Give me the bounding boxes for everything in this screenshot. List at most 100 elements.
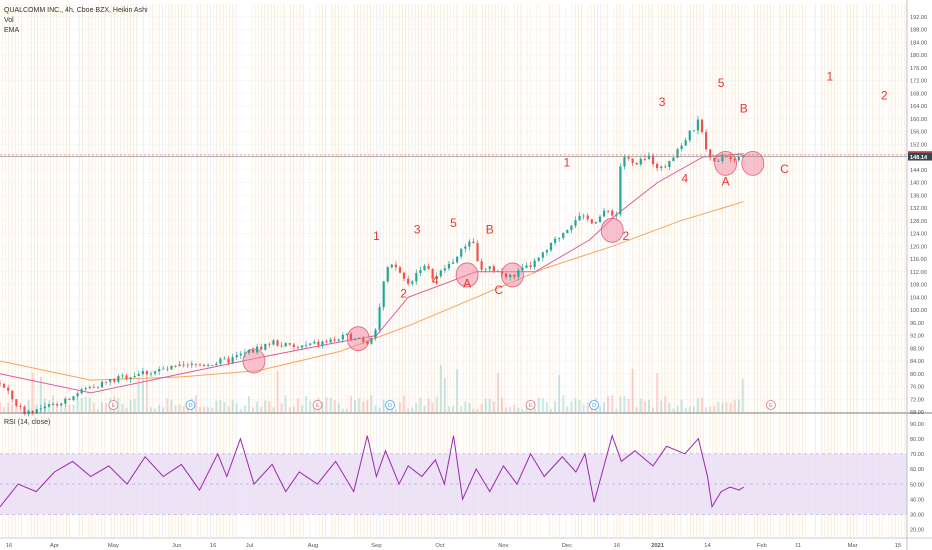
- event-badge-label: E: [112, 403, 116, 409]
- candle-body: [390, 264, 393, 268]
- candle-body: [80, 389, 83, 394]
- candles: [0, 115, 744, 417]
- candle-body: [264, 343, 267, 350]
- candle-body: [615, 214, 618, 216]
- volume-bar: [590, 408, 593, 412]
- candle-body: [529, 265, 532, 268]
- volume-bar: [329, 398, 332, 412]
- symbol-title[interactable]: QUALCOMM INC., 4h, Cboe BZX, Heikin Ashi: [4, 7, 148, 14]
- volume-bar: [247, 396, 250, 412]
- volume-bar: [688, 406, 691, 412]
- volume-bar: [15, 404, 18, 412]
- price-tick-label: 92.00: [910, 334, 924, 340]
- volume-bar: [611, 395, 614, 412]
- price-tick-label: 120.00: [910, 244, 927, 250]
- candle-body: [721, 156, 724, 162]
- candle-body: [427, 265, 430, 270]
- volume-bar: [623, 396, 626, 412]
- candle-body: [451, 262, 455, 264]
- volume-bar: [652, 407, 655, 412]
- candle-body: [11, 390, 14, 400]
- rsi-indicator-label[interactable]: RSI (14, close): [4, 419, 50, 426]
- candle-body: [513, 274, 516, 277]
- volume-bar: [476, 408, 479, 412]
- event-badge: [385, 400, 395, 410]
- volume-bar: [276, 370, 279, 412]
- candle-body: [166, 368, 169, 370]
- volume-bar: [211, 407, 214, 412]
- volume-bar: [341, 408, 344, 412]
- candle-body: [129, 377, 132, 380]
- ema-indicator-label[interactable]: EMA: [4, 27, 20, 34]
- volume-bar: [521, 408, 524, 412]
- event-badge-label: D: [592, 403, 596, 409]
- ema-slow-path: [0, 201, 744, 381]
- wave-label: B: [740, 101, 748, 115]
- candle-body: [517, 270, 520, 277]
- vol-indicator-label[interactable]: Vol: [4, 17, 14, 24]
- candle-body: [672, 157, 675, 162]
- volume-bar: [607, 396, 610, 412]
- volume-bar: [235, 403, 238, 412]
- candle-body: [15, 399, 18, 406]
- volume-bar: [394, 408, 397, 412]
- candle-body: [349, 333, 353, 340]
- volume-bar: [378, 407, 381, 412]
- candle-body: [280, 345, 283, 347]
- candle-body: [500, 271, 504, 274]
- volume-bar: [280, 403, 283, 412]
- candle-body: [43, 406, 46, 409]
- event-badge-label: D: [388, 403, 392, 409]
- volume-bar: [92, 402, 95, 412]
- candle-body: [0, 383, 2, 385]
- volume-bar: [647, 399, 650, 412]
- candle-body: [256, 346, 259, 353]
- price-tick-label: 112.00: [910, 270, 927, 276]
- wave-label: 2: [881, 89, 888, 103]
- candle-body: [394, 264, 398, 268]
- wave-label: B: [486, 223, 494, 237]
- volume-bar: [464, 401, 467, 412]
- volume-bar: [496, 373, 499, 412]
- candle-body: [627, 157, 630, 159]
- volume-bar: [541, 398, 544, 412]
- candle-body: [647, 155, 651, 160]
- candle-body: [729, 156, 732, 160]
- time-tick-label: 15: [895, 543, 901, 549]
- candle-body: [700, 119, 704, 133]
- candle-body: [696, 119, 700, 131]
- volume-bar: [558, 375, 561, 412]
- volume-bar: [582, 404, 585, 412]
- volume-bar: [141, 378, 144, 412]
- candle-body: [378, 307, 381, 330]
- price-tick-label: 88.00: [910, 346, 924, 352]
- candle-body: [345, 333, 349, 335]
- candle-body: [186, 364, 189, 366]
- volume-bar: [488, 398, 491, 412]
- rsi-line: [0, 434, 744, 509]
- volume-bar: [696, 398, 699, 412]
- volume-bar: [566, 406, 569, 412]
- volume-bar: [178, 404, 181, 412]
- price-tick-label: 116.00: [910, 257, 927, 263]
- volume-bar: [537, 397, 540, 412]
- volume-bar: [227, 406, 230, 412]
- volume-bar: [301, 405, 304, 412]
- price-tick-label: 84.00: [910, 359, 924, 365]
- volume-bar: [452, 405, 455, 412]
- price-tick-label: 188.00: [910, 28, 927, 34]
- volume-bar: [501, 397, 504, 412]
- event-badge-label: D: [188, 403, 192, 409]
- wave-label: 1: [827, 70, 834, 84]
- candle-body: [733, 159, 736, 161]
- candle-body: [533, 260, 536, 268]
- candle-body: [545, 250, 549, 253]
- volume-bar: [684, 408, 687, 412]
- candle-body: [439, 270, 442, 277]
- candle-body: [35, 409, 38, 414]
- volume-bar: [468, 403, 471, 412]
- volume-bar: [125, 407, 128, 412]
- price-tick-label: 180.00: [910, 53, 927, 59]
